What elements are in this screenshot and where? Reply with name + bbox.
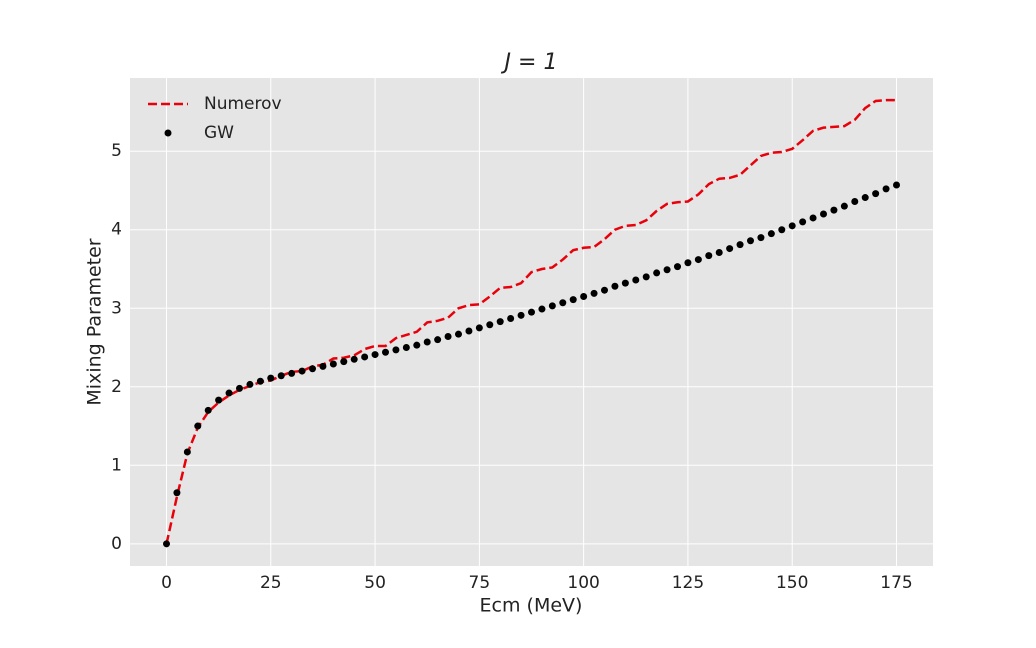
data-point xyxy=(830,206,838,214)
data-point xyxy=(601,286,608,294)
x-tick-label: 75 xyxy=(469,573,491,593)
y-tick-label: 3 xyxy=(111,298,122,318)
data-point xyxy=(799,218,807,226)
plot-background xyxy=(130,78,933,566)
data-point xyxy=(548,302,556,310)
data-point xyxy=(767,230,775,238)
data-point xyxy=(882,185,890,193)
data-point xyxy=(288,369,296,377)
data-point xyxy=(455,330,462,338)
data-point xyxy=(319,362,327,370)
data-point xyxy=(851,197,859,205)
data-point xyxy=(611,282,619,290)
data-point xyxy=(434,336,442,344)
data-point xyxy=(788,222,796,230)
data-point xyxy=(590,289,598,297)
legend-marker xyxy=(164,129,172,137)
data-point xyxy=(204,406,212,414)
data-point xyxy=(861,194,869,202)
x-tick-label: 0 xyxy=(161,573,172,593)
data-point xyxy=(423,338,431,346)
y-axis-label: Mixing Parameter xyxy=(84,238,106,405)
data-point xyxy=(747,237,754,245)
x-axis-label: Ecm (MeV) xyxy=(480,595,583,617)
data-point xyxy=(674,263,681,271)
y-tick-label: 2 xyxy=(111,377,122,397)
data-point xyxy=(392,346,400,354)
x-tick-label: 50 xyxy=(364,573,386,593)
data-point xyxy=(621,279,629,287)
data-point xyxy=(173,489,181,497)
data-point xyxy=(267,374,275,382)
data-point xyxy=(778,226,786,234)
data-point xyxy=(736,241,744,249)
data-point xyxy=(715,249,723,257)
data-point xyxy=(340,358,348,366)
data-point xyxy=(309,365,316,373)
data-point xyxy=(402,344,410,352)
x-tick-label: 25 xyxy=(260,573,282,593)
data-point xyxy=(653,269,661,277)
data-point xyxy=(486,321,494,329)
data-point xyxy=(329,360,337,368)
data-point xyxy=(840,202,848,210)
data-point xyxy=(872,190,880,198)
legend-label: Numerov xyxy=(204,94,282,114)
data-point xyxy=(663,266,671,274)
data-point xyxy=(298,367,306,375)
data-point xyxy=(507,314,515,322)
data-point xyxy=(538,305,546,313)
data-point xyxy=(632,276,640,284)
data-point xyxy=(444,333,452,341)
data-point xyxy=(726,245,734,253)
data-point xyxy=(642,273,650,281)
data-point xyxy=(820,210,827,218)
data-point xyxy=(236,384,243,392)
data-point xyxy=(694,256,702,264)
x-tick-label: 100 xyxy=(567,573,599,593)
data-point xyxy=(225,389,233,397)
data-point xyxy=(559,299,567,307)
data-point xyxy=(465,327,473,335)
data-point xyxy=(183,448,191,456)
x-tick-label: 150 xyxy=(776,573,808,593)
data-point xyxy=(215,396,223,404)
chart-title: J = 1 xyxy=(501,50,558,75)
data-point xyxy=(475,324,483,332)
y-tick-label: 5 xyxy=(111,141,122,161)
data-point xyxy=(413,341,421,349)
y-tick-label: 4 xyxy=(111,220,122,240)
data-point xyxy=(580,292,588,300)
data-point xyxy=(350,355,358,363)
data-point xyxy=(705,252,713,260)
data-point xyxy=(684,259,692,267)
data-point xyxy=(371,351,379,359)
data-point xyxy=(893,181,900,189)
data-point xyxy=(246,380,254,388)
legend-label: GW xyxy=(204,123,234,143)
data-point xyxy=(361,353,369,361)
data-point xyxy=(277,372,285,380)
data-point xyxy=(517,311,525,319)
data-point xyxy=(194,422,202,430)
data-point xyxy=(163,540,170,548)
data-point xyxy=(256,377,264,385)
y-tick-label: 1 xyxy=(111,455,122,475)
x-tick-label: 175 xyxy=(880,573,912,593)
y-tick-label: 0 xyxy=(111,534,122,554)
data-point xyxy=(757,234,765,242)
data-point xyxy=(569,296,577,304)
data-point xyxy=(496,318,504,326)
x-tick-label: 125 xyxy=(672,573,704,593)
data-point xyxy=(382,348,389,356)
data-point xyxy=(528,308,535,316)
data-point xyxy=(809,214,817,222)
